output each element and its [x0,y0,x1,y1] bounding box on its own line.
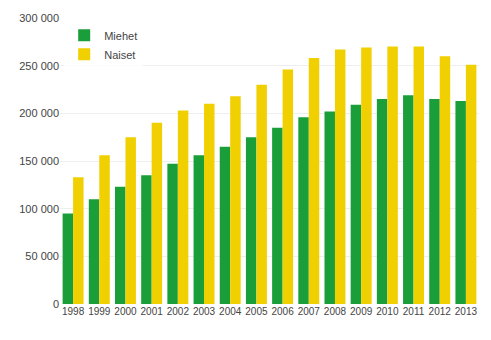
svg-text:200 000: 200 000 [19,107,59,119]
svg-text:2008: 2008 [324,306,347,317]
svg-text:0: 0 [53,298,59,310]
svg-text:2013: 2013 [455,306,478,317]
svg-text:Miehet: Miehet [104,30,137,42]
svg-text:100 000: 100 000 [19,203,59,215]
svg-text:1998: 1998 [62,306,85,317]
svg-text:50 000: 50 000 [25,250,59,262]
svg-text:2004: 2004 [219,306,242,317]
svg-text:1999: 1999 [88,306,111,317]
svg-text:2007: 2007 [298,306,321,317]
svg-text:2009: 2009 [350,306,373,317]
svg-text:250 000: 250 000 [19,60,59,72]
svg-text:2010: 2010 [376,306,399,317]
svg-text:2011: 2011 [403,306,425,317]
svg-text:2006: 2006 [271,306,294,317]
svg-text:Naiset: Naiset [104,49,135,61]
svg-text:300 000: 300 000 [19,12,59,24]
svg-text:2000: 2000 [114,306,137,317]
svg-text:2001: 2001 [141,306,164,317]
svg-text:2002: 2002 [167,306,190,317]
svg-text:2003: 2003 [193,306,216,317]
svg-text:150 000: 150 000 [19,155,59,167]
svg-text:2012: 2012 [429,306,452,317]
svg-text:2005: 2005 [245,306,268,317]
